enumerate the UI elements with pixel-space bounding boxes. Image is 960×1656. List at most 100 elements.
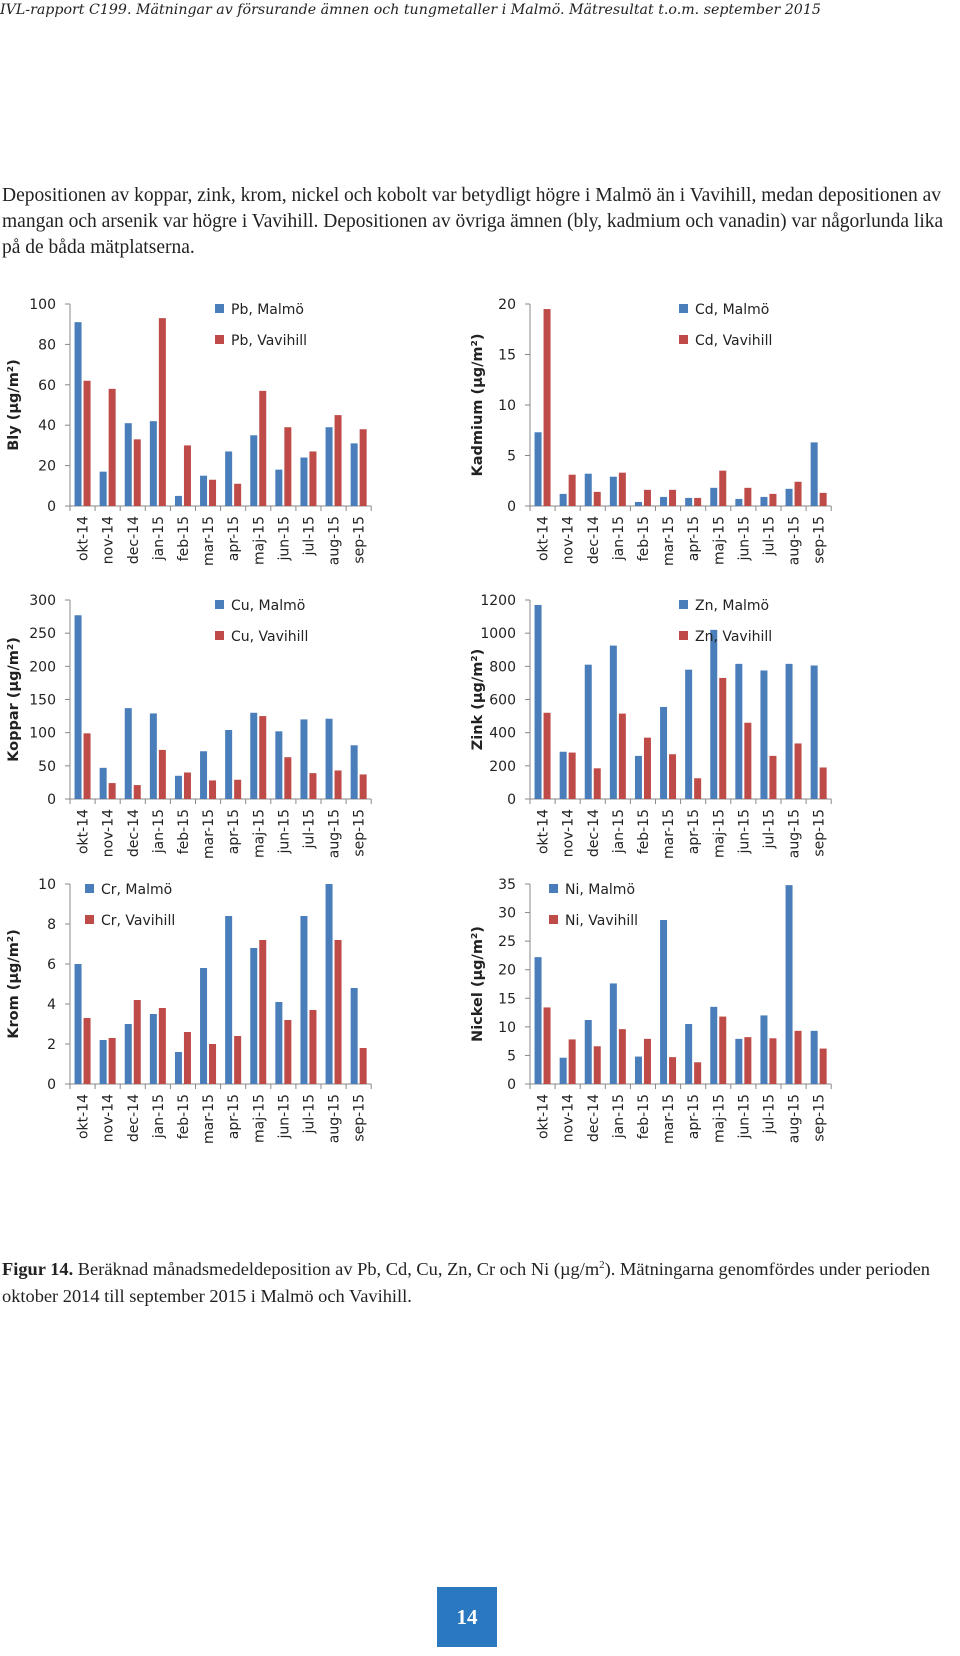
bar-malmo-jun-15: [735, 1038, 743, 1084]
bar-malmo-mar-15: [660, 706, 668, 799]
intro-paragraph: Depositionen av koppar, zink, krom, nick…: [2, 185, 944, 258]
bar-malmo-sep-15: [810, 1030, 818, 1084]
y-tick-label: 1000: [480, 626, 516, 642]
bar-malmo-okt-14: [534, 432, 542, 506]
y-tick-label: 10: [38, 877, 56, 893]
bar-malmo-apr-15: [225, 451, 233, 506]
bar-malmo-maj-15: [250, 948, 258, 1084]
x-tick-label: jul-15: [761, 809, 777, 850]
x-tick-label: nov-14: [561, 809, 577, 857]
bar-malmo-jun-15: [735, 498, 743, 506]
legend-swatch: [679, 335, 688, 344]
bar-malmo-jan-15: [609, 983, 617, 1084]
bar-malmo-feb-15: [634, 755, 642, 799]
x-tick-label: nov-14: [561, 516, 577, 564]
bar-malmo-jun-15: [735, 663, 743, 799]
legend-label: Cr, Malmö: [101, 882, 172, 898]
x-tick-label: dec-14: [126, 1094, 142, 1142]
y-tick-label: 100: [29, 297, 56, 313]
bar-malmo-maj-15: [250, 712, 258, 799]
x-tick-label: okt-14: [76, 1094, 92, 1139]
x-tick-label: sep-15: [352, 516, 368, 564]
x-tick-label: okt-14: [76, 516, 92, 561]
bar-vavihill-maj-15: [719, 470, 727, 506]
bar-vavihill-jun-15: [284, 427, 292, 506]
legend-swatch: [549, 884, 558, 893]
y-tick-label: 50: [38, 759, 56, 775]
bar-malmo-okt-14: [534, 957, 542, 1084]
y-tick-label: 8: [47, 917, 56, 933]
legend-label: Zn, Malmö: [695, 598, 769, 614]
x-tick-label: aug-15: [327, 809, 343, 858]
bar-malmo-jun-15: [275, 731, 283, 799]
bar-vavihill-feb-15: [183, 1032, 191, 1084]
page-number: 14: [437, 1587, 497, 1647]
chart-kadmium: 0 5 10 15 20 Kadmium (µg/m²) okt-14 nov-14 dec-1…: [464, 294, 884, 584]
bar-malmo-mar-15: [200, 475, 208, 506]
y-tick-label: 0: [507, 792, 516, 808]
y-tick-label: 30: [498, 906, 516, 922]
x-tick-label: mar-15: [201, 1094, 217, 1144]
legend-swatch: [215, 304, 224, 313]
x-tick-label: okt-14: [536, 516, 552, 561]
x-tick-label: jun-15: [276, 809, 292, 855]
bar-malmo-aug-15: [785, 488, 793, 506]
bar-vavihill-feb-15: [643, 737, 651, 799]
bar-malmo-dec-14: [124, 708, 132, 799]
y-tick-label: 6: [47, 957, 56, 973]
legend-label: Cu, Vavihill: [231, 629, 308, 645]
y-tick-label: 20: [498, 297, 516, 313]
bar-malmo-mar-15: [660, 920, 668, 1084]
bar-vavihill-jul-15: [769, 1038, 777, 1084]
x-tick-label: nov-14: [101, 809, 117, 857]
bar-malmo-dec-14: [584, 473, 592, 506]
x-tick-label: aug-15: [787, 1094, 803, 1143]
y-tick-label: 10: [498, 398, 516, 414]
bar-malmo-jun-15: [275, 469, 283, 506]
bar-vavihill-jul-15: [769, 755, 777, 799]
legend-swatch: [679, 631, 688, 640]
chart-nickel: 0 5 10 15 20 25 30 35 Nickel (µg/m²) okt-14 nov-14…: [464, 877, 884, 1203]
bar-malmo-jan-15: [609, 645, 617, 799]
x-tick-label: jul-15: [761, 516, 777, 557]
bar-vavihill-aug-15: [794, 481, 802, 506]
x-tick-label: maj-15: [711, 1094, 727, 1143]
bar-vavihill-jul-15: [769, 493, 777, 506]
x-tick-label: jan-15: [611, 1094, 627, 1139]
x-tick-label: sep-15: [812, 809, 828, 857]
bar-vavihill-jan-15: [618, 713, 626, 799]
bar-vavihill-jul-15: [309, 773, 317, 799]
y-tick-label: 150: [29, 693, 56, 709]
x-tick-label: apr-15: [686, 516, 702, 561]
bar-vavihill-mar-15: [209, 479, 217, 506]
x-tick-label: jun-15: [276, 516, 292, 562]
chart-svg: 0 5 10 15 20 Kadmium (µg/m²) okt-14 nov-14 dec-1…: [470, 297, 832, 566]
bar-malmo-dec-14: [124, 1024, 132, 1084]
legend-label: Cd, Malmö: [695, 302, 769, 318]
chart-svg: 0 2 4 6 8 10 Krom (µg/m²) okt-14 nov-14 dec-14 jan…: [6, 877, 372, 1144]
bar-malmo-maj-15: [710, 1006, 718, 1084]
x-tick-label: jul-15: [761, 1094, 777, 1135]
bar-vavihill-sep-15: [359, 1048, 367, 1084]
bar-vavihill-okt-14: [83, 733, 91, 799]
bar-vavihill-aug-15: [334, 415, 342, 506]
bar-malmo-apr-15: [685, 497, 693, 506]
bar-malmo-sep-15: [350, 745, 358, 799]
x-tick-label: feb-15: [636, 516, 652, 561]
bar-malmo-jul-15: [760, 670, 768, 799]
x-tick-label: jul-15: [301, 516, 317, 557]
bar-vavihill-feb-15: [183, 445, 191, 506]
x-tick-label: sep-15: [352, 1094, 368, 1142]
bar-malmo-okt-14: [534, 604, 542, 799]
y-tick-label: 25: [498, 934, 516, 950]
bar-vavihill-jun-15: [744, 722, 752, 799]
y-tick-label: 35: [498, 877, 516, 893]
y-axis-title: Bly (µg/m²): [6, 359, 22, 451]
y-axis-title: Zink (µg/m²): [470, 649, 486, 751]
x-tick-label: jul-15: [301, 809, 317, 850]
bar-vavihill-mar-15: [209, 1044, 217, 1084]
bar-malmo-dec-14: [584, 1020, 592, 1084]
bar-malmo-aug-15: [785, 885, 793, 1084]
bar-vavihill-dec-14: [133, 1000, 141, 1084]
bar-vavihill-apr-15: [694, 1062, 702, 1084]
